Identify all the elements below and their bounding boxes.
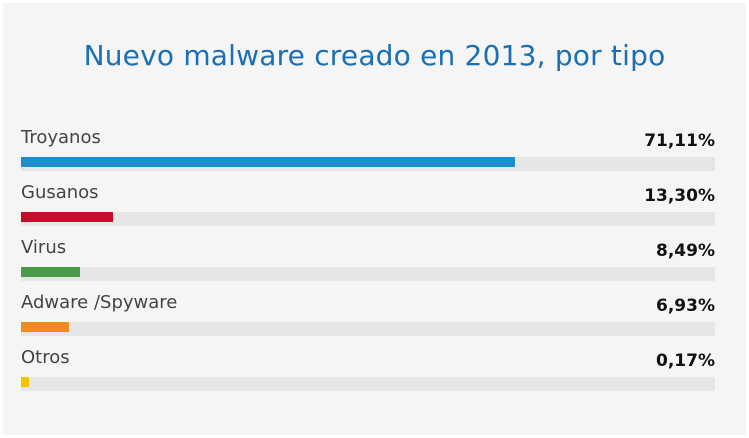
value-label: 8,49% bbox=[656, 241, 715, 261]
bar-chart: Troyanos 71,11% Gusanos 13,30% Virus 8,49% Adw… bbox=[21, 125, 715, 400]
bar-track bbox=[21, 212, 715, 226]
bar bbox=[21, 377, 29, 387]
bar bbox=[21, 212, 114, 222]
category-label: Adware /Spyware bbox=[21, 292, 178, 313]
value-label: 13,30% bbox=[644, 186, 715, 206]
chart-card: Nuevo malware creado en 2013, por tipo T… bbox=[3, 3, 746, 435]
bar-row: Troyanos 71,11% bbox=[21, 125, 715, 180]
category-label: Troyanos bbox=[21, 127, 101, 148]
bar bbox=[21, 267, 80, 277]
category-label: Gusanos bbox=[21, 182, 99, 203]
chart-title: Nuevo malware creado en 2013, por tipo bbox=[83, 39, 666, 72]
value-label: 71,11% bbox=[644, 131, 715, 151]
bar-track bbox=[21, 267, 715, 281]
bar bbox=[21, 157, 515, 167]
bar-row: Otros 0,17% bbox=[21, 345, 715, 400]
value-label: 6,93% bbox=[656, 296, 715, 316]
value-label: 0,17% bbox=[656, 351, 715, 371]
category-label: Virus bbox=[21, 237, 67, 258]
bar-track bbox=[21, 377, 715, 391]
category-label: Otros bbox=[21, 347, 70, 368]
bar-row: Virus 8,49% bbox=[21, 235, 715, 290]
bar-track bbox=[21, 157, 715, 171]
bar-row: Adware /Spyware 6,93% bbox=[21, 290, 715, 345]
bar-row: Gusanos 13,30% bbox=[21, 180, 715, 235]
bar-track bbox=[21, 322, 715, 336]
bar bbox=[21, 322, 70, 332]
